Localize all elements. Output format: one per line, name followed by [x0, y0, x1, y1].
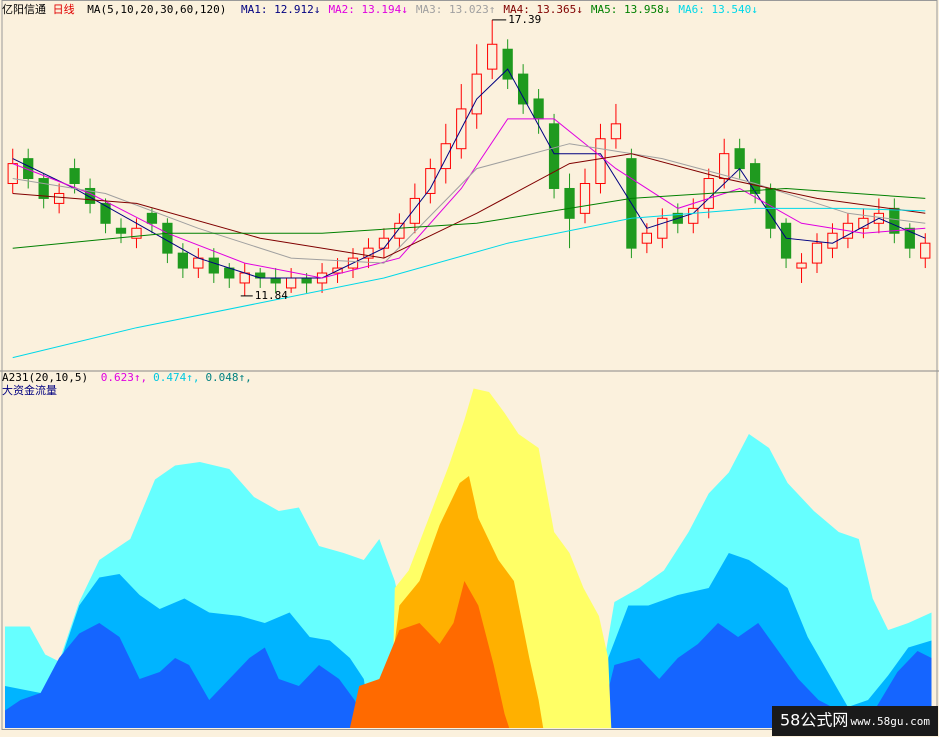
candle-body [889, 207, 900, 234]
candle-body [285, 277, 297, 289]
ma-line [12, 68, 926, 279]
candle-body [796, 262, 807, 269]
candle-body [811, 242, 823, 264]
candle-body [858, 217, 869, 229]
stock-name: 亿阳信通 [2, 3, 46, 16]
indicator-readout: 0.474↑, [153, 371, 199, 384]
indicator-panel [5, 388, 932, 728]
candle-body [502, 48, 513, 80]
ma-line [12, 207, 926, 359]
candle-body [595, 138, 606, 185]
legend-entry: MA2: 13.194↓ [328, 3, 407, 16]
candle-body [146, 212, 158, 224]
header: 亿阳信通 日线 MA(5,10,20,30,60,120) MA1: 12.91… [2, 2, 758, 16]
candle-body [641, 232, 653, 244]
legend-entry: MA6: 13.540↓ [678, 3, 757, 16]
indicator-readout: 0.048↑, [205, 371, 251, 384]
candle-body [425, 168, 436, 194]
legend-entry: MA5: 13.958↓ [591, 3, 670, 16]
indicator-subtitle: 大资金流量 [2, 383, 57, 397]
candle-body [904, 227, 915, 249]
ma-label: MA(5,10,20,30,60,120) [87, 3, 226, 16]
candle-body [100, 202, 111, 224]
candle-body [115, 227, 127, 234]
ma-line [12, 118, 926, 279]
period: 日线 [53, 2, 75, 16]
candle-body [533, 98, 544, 120]
low-label: 11.84 [255, 289, 288, 302]
ma-line [12, 187, 926, 249]
candle-body [394, 222, 405, 239]
candle-body [827, 232, 838, 249]
watermark-url: www.58gu.com [851, 715, 931, 728]
legend-entry: MA4: 13.365↓ [503, 3, 582, 16]
candle-body [131, 227, 142, 239]
candle-body [7, 163, 18, 185]
candle-body [579, 183, 591, 214]
legend-entry: MA3: 13.023↑ [416, 3, 495, 16]
candle-body [564, 187, 575, 219]
candle-body [53, 192, 65, 204]
candle-body [517, 73, 529, 105]
candle-body [208, 257, 219, 274]
price-panel: 17.39 11.84 [7, 13, 931, 359]
watermark-box [772, 706, 938, 736]
ma-line [12, 143, 926, 264]
candle-body [162, 222, 173, 254]
candle-body [270, 277, 281, 284]
candle-body [548, 123, 560, 189]
flow-area [5, 623, 932, 728]
candle-body [657, 217, 668, 239]
legend-entry: MA1: 12.912↓ [241, 3, 320, 16]
candle-body [38, 178, 49, 199]
candle-body [301, 277, 312, 284]
flow-area [349, 581, 510, 728]
indicator-header: A231(20,10,5) 0.623↑, 0.474↑, 0.048↑, [2, 371, 252, 384]
ma-line [12, 153, 926, 259]
candle-body [69, 168, 80, 185]
candle-body [487, 43, 498, 70]
candle-body [920, 242, 931, 259]
candle-body [409, 197, 421, 224]
candle-body [471, 73, 482, 115]
candle-body [610, 123, 622, 140]
candle-body [688, 207, 699, 224]
high-label: 17.39 [508, 13, 541, 26]
candle-body [749, 163, 761, 194]
candle-body [734, 148, 745, 170]
candle-body [780, 222, 792, 259]
candle-body [177, 252, 189, 269]
indicator-title: A231(20,10,5) [2, 371, 88, 384]
candle-body [440, 143, 451, 170]
watermark-brand: 58公式网 [780, 711, 848, 730]
watermark: 58公式网 www.58gu.com [772, 706, 938, 736]
indicator-readout: 0.623↑, [101, 371, 147, 384]
